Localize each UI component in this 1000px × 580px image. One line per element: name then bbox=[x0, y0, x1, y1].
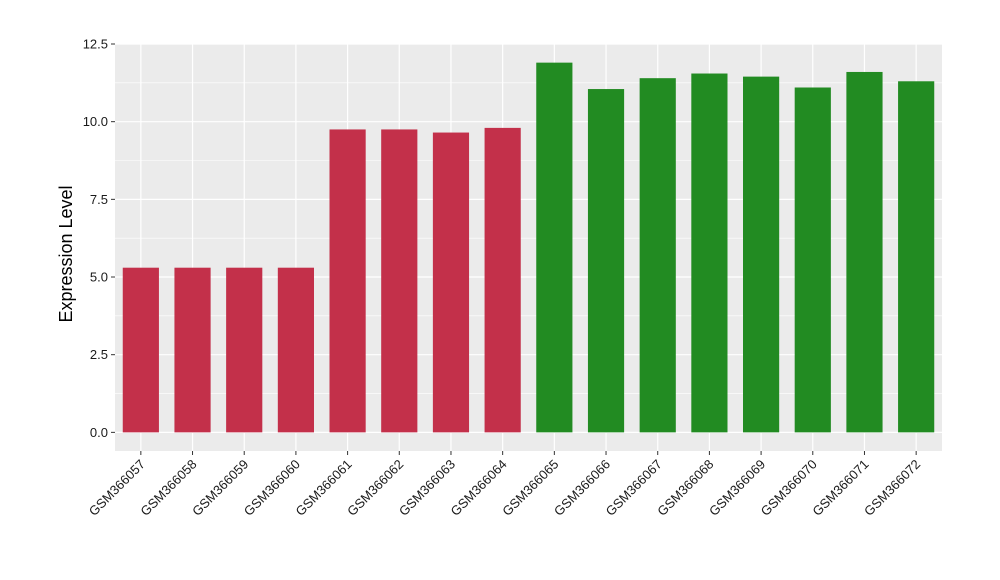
y-tick-label: 10.0 bbox=[83, 114, 108, 129]
y-tick-label: 2.5 bbox=[90, 347, 108, 362]
x-axis: GSM366057GSM366058GSM366059GSM366060GSM3… bbox=[86, 451, 923, 519]
bar-series bbox=[122, 62, 935, 433]
bar-GSM366067 bbox=[639, 78, 676, 433]
y-tick-label: 5.0 bbox=[90, 270, 108, 285]
bar-GSM366070 bbox=[794, 87, 831, 433]
y-axis-title: Expression Level bbox=[56, 185, 76, 322]
bar-GSM366059 bbox=[226, 267, 263, 433]
y-tick-label: 12.5 bbox=[83, 37, 108, 52]
bar-GSM366060 bbox=[277, 267, 314, 433]
y-tick-label: 0.0 bbox=[90, 425, 108, 440]
bar-GSM366063 bbox=[432, 132, 470, 433]
bar-GSM366069 bbox=[743, 76, 780, 433]
bar-GSM366066 bbox=[587, 89, 625, 433]
bar-GSM366057 bbox=[122, 267, 159, 433]
x-tick-label: GSM366072 bbox=[861, 457, 923, 519]
bar-GSM366061 bbox=[329, 129, 366, 433]
bar-GSM366072 bbox=[898, 81, 935, 433]
bar-GSM366064 bbox=[484, 127, 521, 433]
bar-GSM366058 bbox=[174, 267, 211, 433]
bar-GSM366068 bbox=[691, 73, 728, 433]
bar-GSM366071 bbox=[846, 71, 883, 433]
y-tick-label: 7.5 bbox=[90, 192, 108, 207]
y-axis: 0.0 2.5 5.0 7.5 10.0 12.5 bbox=[83, 37, 115, 440]
bar-GSM366065 bbox=[536, 62, 573, 433]
bar-GSM366062 bbox=[381, 129, 418, 433]
